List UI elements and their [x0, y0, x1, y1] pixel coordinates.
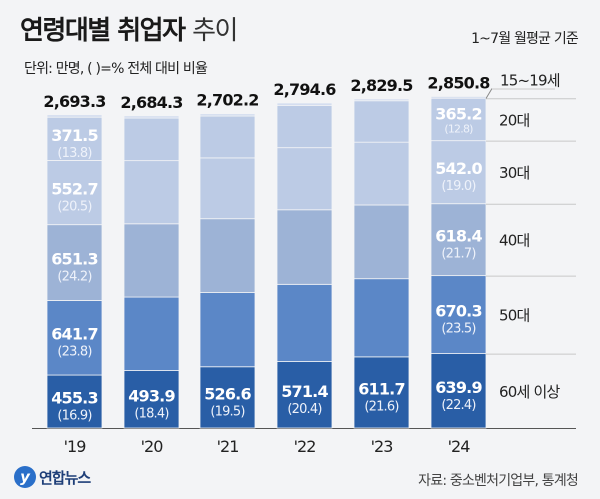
segment-pct-label: (19.5): [210, 404, 244, 419]
bar-total-label: 2,684.3: [120, 93, 182, 112]
logo-text: 연합뉴스: [39, 468, 91, 487]
segment-value-label: 571.4: [281, 382, 328, 401]
segment-pct-label: (16.9): [57, 409, 91, 424]
segment-value-label: 651.3: [51, 250, 98, 269]
segment-value-label: 611.7: [358, 379, 405, 398]
segment-value-label: 365.2: [435, 104, 482, 123]
bar-segment-40대: [430, 203, 487, 277]
legend-label: 15~19세: [500, 71, 560, 89]
bar-segment-50대: [276, 283, 333, 362]
bar-segment-50대: [199, 292, 256, 368]
bar-segment-15~19세: [46, 114, 103, 118]
segment-value-label: 542.0: [435, 159, 482, 178]
legend-label: 60세 이상: [499, 383, 560, 401]
title-bold: 연령대별 취업자: [20, 16, 186, 46]
bar-segment-40대: [276, 209, 333, 285]
bar-segment-30대: [276, 147, 333, 211]
bar-total-label: 2,794.6: [273, 80, 336, 99]
segment-pct-label: (21.6): [364, 399, 398, 414]
segment-pct-label: (20.5): [57, 200, 91, 215]
segment-pct-label: (18.4): [134, 406, 168, 421]
bar-segment-60세이상: [199, 366, 256, 429]
bar-segment-20대: [430, 97, 487, 142]
segment-value-label: 641.7: [51, 325, 98, 344]
bar-segment-60세이상: [430, 353, 487, 429]
bar-segment-50대: [430, 275, 487, 354]
bar-segment-60세이상: [123, 370, 180, 429]
title-light: 추이: [192, 16, 238, 46]
bar-segment-60세이상: [46, 374, 103, 429]
legend-pointer: [485, 88, 493, 99]
bar-segment-40대: [353, 204, 410, 280]
bar-segment-60세이상: [276, 361, 333, 429]
bar-segment-50대: [46, 300, 103, 376]
x-tick-label: '23: [371, 437, 393, 456]
bar-segment-30대: [353, 141, 410, 206]
segment-pct-label: (23.8): [57, 345, 91, 360]
bar-segment-15~19세: [123, 115, 180, 119]
bar-total-label: 2,850.8: [427, 73, 490, 92]
segment-value-label: 639.9: [435, 378, 482, 397]
segment-value-label: 526.6: [204, 384, 251, 403]
bar-total-label: 2,693.3: [43, 92, 105, 111]
bar-segment-30대: [46, 159, 103, 226]
segment-value-label: 493.9: [128, 386, 175, 405]
segment-pct-label: (24.2): [57, 270, 91, 285]
bar-segment-15~19세: [199, 113, 256, 117]
segment-value-label: 618.4: [435, 227, 482, 246]
logo-icon: y: [14, 466, 36, 488]
bar-segment-20대: [123, 117, 180, 162]
x-tick-label: '20: [141, 437, 164, 456]
bar-total-label: 2,829.5: [350, 76, 413, 95]
bar-segment-50대: [123, 296, 180, 371]
yonhap-logo: y 연합뉴스: [14, 466, 91, 488]
segment-pct-label: (21.7): [441, 247, 475, 262]
legend-label: 40대: [499, 232, 530, 250]
source-note: 자료: 중소벤처기업부, 통계청: [418, 473, 579, 489]
basis-note: 1~7월 월평균 기준: [471, 31, 579, 47]
segment-value-label: 552.7: [51, 180, 98, 199]
bar-segment-30대: [199, 157, 256, 220]
segment-pct-label: (20.4): [287, 402, 321, 417]
bar-segment-50대: [353, 278, 410, 358]
bar-segment-20대: [199, 115, 256, 159]
segment-pct-label: (22.4): [441, 398, 475, 413]
segment-pct-label: (13.8): [57, 146, 91, 161]
bar-segment-20대: [276, 104, 333, 149]
legend-label: 30대: [499, 164, 530, 182]
chart-title: 연령대별 취업자 추이: [20, 10, 238, 47]
segment-value-label: 455.3: [51, 389, 98, 408]
legend-label: 20대: [499, 111, 530, 129]
bar-segment-30대: [430, 140, 487, 205]
unit-note: 단위: 만명, ( )=% 전체 대비 비율: [24, 61, 208, 77]
bar-segment-40대: [199, 218, 256, 293]
bar-segment-20대: [46, 116, 103, 161]
bar-segment-20대: [353, 100, 410, 143]
bar-segment-30대: [123, 160, 180, 225]
x-tick-label: '21: [217, 437, 239, 456]
segment-pct-label: (19.0): [441, 179, 475, 194]
bar-segment-60세이상: [353, 356, 410, 429]
segment-value-label: 371.5: [51, 126, 98, 145]
bar-segment-40대: [123, 223, 180, 298]
bar-segment-15~19세: [353, 98, 410, 102]
legend-label: 50대: [499, 307, 530, 325]
segment-pct-label: (12.8): [444, 122, 473, 135]
segment-pct-label: (23.5): [441, 322, 475, 337]
bar-segment-15~19세: [276, 102, 333, 106]
x-tick-label: '22: [294, 437, 316, 456]
bar-segment-15~19세: [430, 96, 487, 99]
segment-value-label: 670.3: [435, 302, 482, 321]
x-tick-label: '19: [64, 437, 87, 456]
bar-total-label: 2,702.2: [196, 91, 258, 110]
x-tick-label: '24: [448, 437, 471, 456]
